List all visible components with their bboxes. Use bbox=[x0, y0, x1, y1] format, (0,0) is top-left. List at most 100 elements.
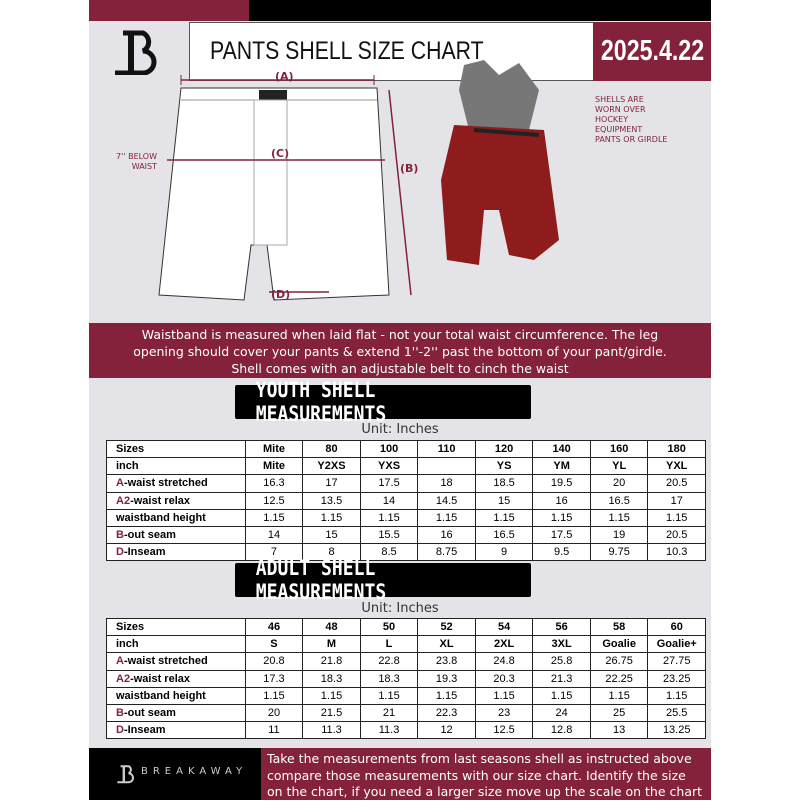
table-cell: YM bbox=[532, 457, 591, 476]
table-cell: 21 bbox=[359, 703, 419, 723]
footer-logo bbox=[117, 765, 134, 784]
label-b: (B) bbox=[400, 162, 419, 175]
measurement-key: D bbox=[116, 724, 124, 737]
table-cell: 24 bbox=[532, 703, 591, 723]
table-cell: YL bbox=[589, 457, 649, 476]
table-cell: 1.15 bbox=[589, 508, 649, 527]
table-cell: YXS bbox=[359, 457, 419, 476]
table-cell: 25.5 bbox=[647, 703, 706, 723]
table-row: inch S M L XL 2XL 3XL Goalie Goalie+ bbox=[106, 635, 706, 654]
label-d: (D) bbox=[271, 288, 291, 301]
table-cell: 1.15 bbox=[647, 686, 706, 705]
table-cell: 18.3 bbox=[302, 669, 361, 688]
table-cell: 17 bbox=[302, 474, 361, 493]
table-cell: 20.5 bbox=[647, 474, 706, 493]
table-cell: Y2XS bbox=[302, 457, 361, 476]
date-badge: 2025.4.22 bbox=[593, 22, 711, 81]
table-row: inch Mite Y2XS YXS YS YM YL YXL bbox=[106, 457, 706, 476]
table-cell: 20.8 bbox=[244, 652, 304, 671]
table-cell: 48 bbox=[302, 617, 361, 637]
table-cell: 1.15 bbox=[244, 686, 304, 705]
table-cell: L bbox=[359, 635, 419, 654]
shorts-diagram bbox=[158, 60, 559, 301]
instruction-line: Waistband is measured when laid flat - n… bbox=[141, 327, 659, 342]
table-cell: 14 bbox=[244, 525, 304, 545]
measurement-label: Sizes bbox=[116, 443, 145, 456]
measurement-instructions: Waistband is measured when laid flat - n… bbox=[89, 323, 711, 378]
table-row: waistband height 1.15 1.15 1.15 1.15 1.15 1.15… bbox=[106, 508, 706, 527]
page-title: PANTS SHELL SIZE CHART bbox=[210, 37, 484, 65]
table-cell: 13.25 bbox=[647, 721, 706, 740]
table-row: A2-waist relax 17.3 18.3 18.3 19.3 20.3 21.3 22… bbox=[106, 669, 706, 688]
measurement-key: A2 bbox=[116, 494, 131, 507]
table-cell: 17.5 bbox=[359, 474, 419, 493]
table-cell: 14.5 bbox=[417, 491, 476, 510]
measurement-label: -out seam bbox=[123, 707, 176, 720]
table-cell: 120 bbox=[474, 439, 534, 459]
instruction-line: Shell comes with an adjustable belt to c… bbox=[231, 361, 569, 376]
table-cell: 7 bbox=[244, 543, 304, 562]
table-cell: 11.3 bbox=[302, 721, 361, 740]
table-cell: Goalie bbox=[589, 635, 649, 654]
table-cell: 140 bbox=[532, 439, 591, 459]
table-cell: 58 bbox=[589, 617, 649, 637]
table-cell: 1.15 bbox=[244, 508, 304, 527]
instruction-line: opening should cover your pants & extend… bbox=[133, 344, 667, 359]
measurement-label: Sizes bbox=[116, 621, 145, 634]
measurement-label: -waist stretched bbox=[123, 655, 208, 668]
table-cell: 1.15 bbox=[359, 508, 419, 527]
measurement-key: A2 bbox=[116, 672, 131, 685]
table-cell: 100 bbox=[359, 439, 419, 459]
table-cell: 26.75 bbox=[589, 652, 649, 671]
table-cell: 9.75 bbox=[589, 543, 649, 562]
row-label: A-waist stretched bbox=[106, 652, 246, 671]
table-cell: 22.8 bbox=[359, 652, 419, 671]
adult-size-table: Sizes 46 48 50 52 54 56 58 60 inch S M L XL 2XL 3XL Goal… bbox=[106, 617, 706, 740]
table-cell: 10.3 bbox=[647, 543, 706, 562]
table-cell: 1.15 bbox=[532, 508, 591, 527]
measurement-label: -waist relax bbox=[130, 494, 190, 507]
table-cell: 46 bbox=[244, 617, 304, 637]
table-cell: 20.5 bbox=[647, 525, 706, 545]
table-cell: 16.5 bbox=[589, 491, 649, 510]
youth-size-table: Sizes Mite 80 100 110 120 140 160 180 inch Mite Y2X… bbox=[106, 439, 706, 562]
footer-brand: BREAKAWAY bbox=[141, 766, 248, 777]
table-cell: 19.3 bbox=[417, 669, 476, 688]
table-cell: 12.5 bbox=[244, 491, 304, 510]
below-waist-note: 7'' BELOW WAIST bbox=[116, 152, 157, 171]
top-bar bbox=[249, 0, 711, 21]
table-cell: 11 bbox=[244, 721, 304, 740]
table-cell: 20.3 bbox=[474, 669, 534, 688]
table-cell: 1.15 bbox=[589, 686, 649, 705]
table-cell: S bbox=[244, 635, 304, 654]
table-cell: 23 bbox=[474, 703, 534, 723]
table-row: D-Inseam 7 8 8.5 8.75 9 9.5 9.75 10.3 bbox=[106, 543, 706, 562]
footer-brand-panel bbox=[89, 748, 261, 800]
table-cell: 19.5 bbox=[532, 474, 591, 493]
measurement-key: B bbox=[116, 707, 124, 720]
table-cell: 1.15 bbox=[532, 686, 591, 705]
measurement-label: -Inseam bbox=[123, 724, 166, 737]
table-cell: 3XL bbox=[532, 635, 591, 654]
size-chart-page: PANTS SHELL SIZE CHART 2025.4.22 (A) (B)… bbox=[89, 0, 711, 800]
table-cell: 17.3 bbox=[244, 669, 304, 688]
table-cell: 23.8 bbox=[417, 652, 476, 671]
measurement-label: -waist stretched bbox=[123, 477, 208, 490]
table-cell: 16.5 bbox=[474, 525, 534, 545]
table-row: A2-waist relax 12.5 13.5 14 14.5 15 16 16.5 17 bbox=[106, 491, 706, 510]
measurement-key: A bbox=[116, 477, 124, 490]
measurement-label: inch bbox=[116, 638, 139, 651]
table-row: B-out seam 14 15 15.5 16 16.5 17.5 19 20.5 bbox=[106, 525, 706, 545]
table-row: A-waist stretched 20.8 21.8 22.8 23.8 24.8 25.… bbox=[106, 652, 706, 671]
table-cell: Mite bbox=[244, 457, 304, 476]
table-cell: 8.5 bbox=[359, 543, 419, 562]
table-cell: 80 bbox=[302, 439, 361, 459]
row-label: B-out seam bbox=[106, 703, 246, 723]
table-row: B-out seam 20 21.5 21 22.3 23 24 25 25.5 bbox=[106, 703, 706, 723]
table-cell: 18 bbox=[417, 474, 476, 493]
table-row: waistband height 1.15 1.15 1.15 1.15 1.15 1.15… bbox=[106, 686, 706, 705]
table-cell: 1.15 bbox=[359, 686, 419, 705]
table-cell: 15.5 bbox=[359, 525, 419, 545]
table-cell: 110 bbox=[417, 439, 476, 459]
measurement-key: A bbox=[116, 655, 124, 668]
